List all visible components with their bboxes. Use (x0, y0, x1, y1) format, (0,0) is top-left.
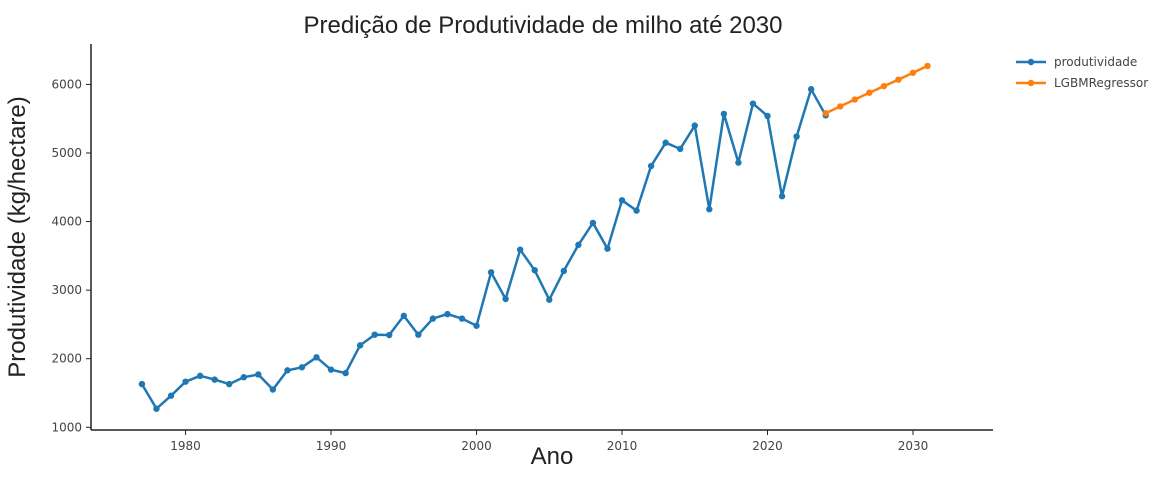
x-axis-label: Ano (531, 443, 574, 470)
y-tick-label: 4000 (51, 215, 82, 229)
data-point-lgbmregressor (822, 110, 829, 117)
data-point-produtividade (720, 110, 728, 118)
legend-marker-produtividade (1027, 58, 1035, 66)
data-point-produtividade (735, 159, 742, 166)
data-point-produtividade (560, 267, 568, 275)
data-point-lgbmregressor (851, 96, 858, 103)
y-tick-label: 1000 (51, 420, 82, 434)
data-point-produtividade (429, 315, 437, 322)
data-point-produtividade (546, 296, 553, 303)
data-point-produtividade (604, 245, 611, 252)
y-tick-label: 6000 (51, 77, 82, 91)
y-ticks: 1000 2000 3000 4000 5000 6000 (51, 77, 91, 434)
x-tick-label: 2010 (607, 439, 638, 453)
data-point-produtividade (386, 331, 393, 339)
data-point-produtividade (589, 219, 597, 227)
legend-marker-lgbmregressor (1027, 79, 1035, 87)
data-point-produtividade (240, 374, 247, 381)
data-point-produtividade (313, 354, 320, 361)
x-tick-label: 2020 (752, 439, 783, 453)
data-point-produtividade (473, 322, 480, 329)
data-point-produtividade (211, 376, 218, 383)
data-point-produtividade (269, 386, 277, 393)
data-point-lgbmregressor (880, 82, 888, 90)
data-point-produtividade (749, 100, 757, 107)
data-point-produtividade (677, 145, 684, 153)
data-point-produtividade (618, 197, 626, 204)
data-point-produtividade (764, 112, 771, 120)
legend-label-produtividade: produtividade (1054, 55, 1137, 69)
data-point-produtividade (226, 380, 233, 388)
legend-label-lgbmregressor: LGBMRegressor (1054, 76, 1148, 90)
data-point-produtividade (575, 241, 582, 249)
data-point-produtividade (371, 331, 378, 338)
series-line-produtividade (140, 88, 827, 410)
data-point-produtividade (662, 139, 669, 146)
data-point-produtividade (778, 193, 786, 200)
x-ticks: 1980 1990 2000 2010 2020 2030 (170, 430, 928, 453)
data-point-produtividade (138, 380, 146, 388)
data-point-produtividade (531, 267, 538, 274)
x-tick-label: 2000 (461, 439, 492, 453)
data-point-produtividade (516, 246, 524, 253)
data-point-produtividade (458, 315, 466, 322)
data-point-produtividade (691, 122, 698, 129)
data-point-produtividade (415, 331, 422, 338)
y-tick-label: 3000 (51, 283, 82, 297)
data-point-produtividade (400, 312, 407, 320)
y-tick-label: 5000 (51, 146, 82, 160)
data-point-produtividade (327, 366, 335, 373)
data-point-lgbmregressor (909, 69, 917, 76)
x-tick-label: 1990 (316, 439, 347, 453)
data-point-lgbmregressor (924, 62, 931, 70)
data-point-produtividade (167, 392, 175, 399)
data-point-produtividade (487, 269, 495, 276)
x-tick-label: 2030 (898, 439, 929, 453)
data-point-produtividade (706, 206, 713, 213)
data-point-produtividade (182, 378, 189, 385)
data-point-produtividade (807, 86, 815, 93)
data-point-produtividade (356, 342, 364, 349)
chart-title: Predição de Produtividade de milho até 2… (304, 12, 783, 39)
y-axis-label: Produtividade (kg/hectare) (4, 96, 31, 377)
y-tick-label: 2000 (51, 352, 82, 366)
data-point-lgbmregressor (895, 76, 902, 83)
plot-area (138, 62, 931, 412)
legend: produtividade LGBMRegressor (1016, 55, 1148, 90)
data-point-produtividade (196, 372, 204, 380)
data-point-produtividade (444, 310, 451, 318)
data-point-lgbmregressor (837, 103, 844, 110)
data-point-produtividade (633, 207, 640, 214)
data-point-produtividade (255, 371, 262, 378)
data-point-lgbmregressor (866, 89, 873, 96)
data-point-produtividade (502, 295, 509, 303)
x-tick-label: 1980 (170, 439, 201, 453)
data-point-produtividade (647, 162, 655, 170)
data-point-produtividade (298, 364, 306, 371)
data-point-produtividade (153, 405, 160, 412)
data-point-produtividade (342, 369, 349, 377)
data-point-produtividade (793, 133, 800, 140)
data-point-produtividade (284, 367, 291, 374)
